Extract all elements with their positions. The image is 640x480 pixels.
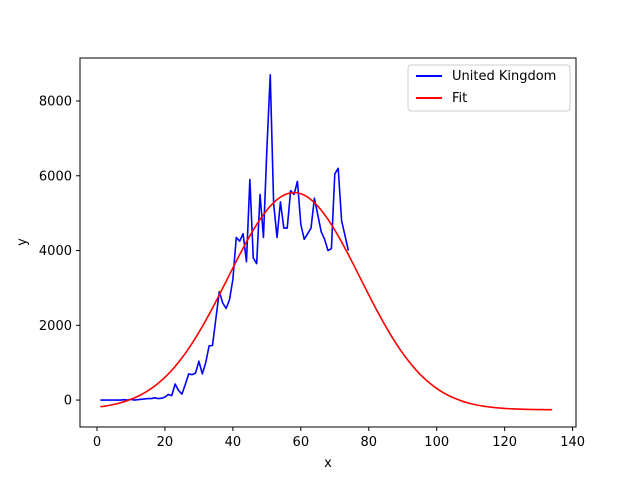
y-tick-label: 0 bbox=[64, 394, 72, 409]
plot-lines bbox=[100, 74, 553, 411]
series-line-fit bbox=[100, 191, 553, 411]
y-axis: 0 2000 4000 6000 8000 bbox=[39, 94, 80, 409]
x-tick-label: 40 bbox=[225, 435, 242, 450]
series-line-united-kingdom bbox=[100, 74, 350, 401]
legend-box bbox=[407, 64, 571, 112]
x-tick-label: 80 bbox=[360, 435, 377, 450]
y-tick-label: 8000 bbox=[39, 94, 72, 109]
x-tick-label: 20 bbox=[157, 435, 174, 450]
x-tick-label: 140 bbox=[560, 435, 585, 450]
y-axis-label: y bbox=[15, 238, 30, 246]
x-tick-label: 0 bbox=[93, 435, 101, 450]
x-tick-label: 120 bbox=[492, 435, 517, 450]
legend: United Kingdom Fit bbox=[407, 64, 571, 112]
plot-frame bbox=[79, 57, 577, 428]
legend-label-fit: Fit bbox=[452, 91, 467, 106]
x-axis: 0 20 40 60 80 100 120 140 bbox=[93, 427, 585, 450]
legend-label-united-kingdom: United Kingdom bbox=[452, 69, 556, 84]
x-tick-label: 60 bbox=[293, 435, 310, 450]
y-tick-label: 6000 bbox=[39, 169, 72, 184]
y-tick-label: 4000 bbox=[39, 244, 72, 259]
x-tick-label: 100 bbox=[424, 435, 449, 450]
x-axis-label: x bbox=[324, 456, 332, 471]
y-tick-label: 2000 bbox=[39, 319, 72, 334]
